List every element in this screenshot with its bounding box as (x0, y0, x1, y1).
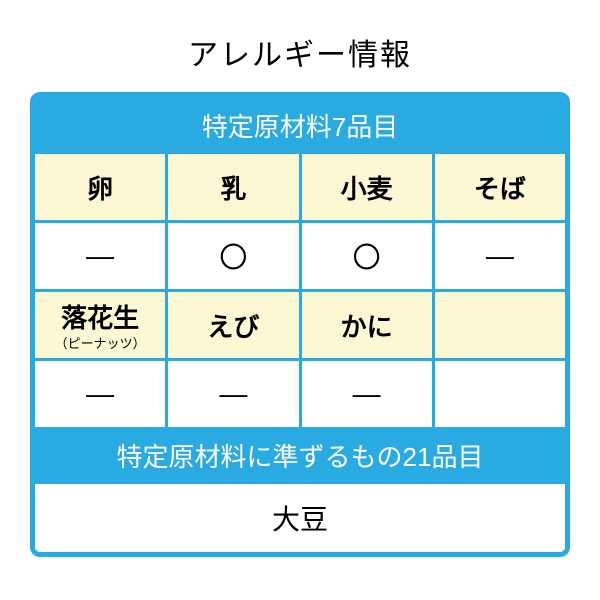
allergen-mark: ― (302, 361, 432, 427)
section-7-header: 特定原材料7品目 (35, 97, 565, 154)
allergen-label: えび (168, 292, 298, 358)
allergen-mark: ― (35, 361, 165, 427)
allergen-mark: ― (35, 223, 165, 289)
allergen-mark: ― (435, 223, 565, 289)
allergen-label: 卵 (35, 154, 165, 220)
allergen-label: かに (302, 292, 432, 358)
allergen-grid: 卵 乳 小麦 そば ― 〇 〇 ― 落花生 （ピーナッツ） えび かに ― ― … (35, 154, 565, 427)
allergen-label: 乳 (168, 154, 298, 220)
allergen-mark: 〇 (302, 223, 432, 289)
sub-allergen-item: 大豆 (35, 484, 565, 552)
allergy-panel: 特定原材料7品目 卵 乳 小麦 そば ― 〇 〇 ― 落花生 （ピーナッツ） え… (30, 92, 570, 557)
allergen-label: 小麦 (302, 154, 432, 220)
section-21-header: 特定原材料に準ずるもの21品目 (35, 427, 565, 484)
allergen-label: そば (435, 154, 565, 220)
page-title: アレルギー情報 (188, 30, 412, 74)
allergen-mark: 〇 (168, 223, 298, 289)
allergen-mark: ― (168, 361, 298, 427)
allergen-label: 落花生 （ピーナッツ） (35, 292, 165, 358)
allergen-mark (435, 361, 565, 427)
allergen-label (435, 292, 565, 358)
